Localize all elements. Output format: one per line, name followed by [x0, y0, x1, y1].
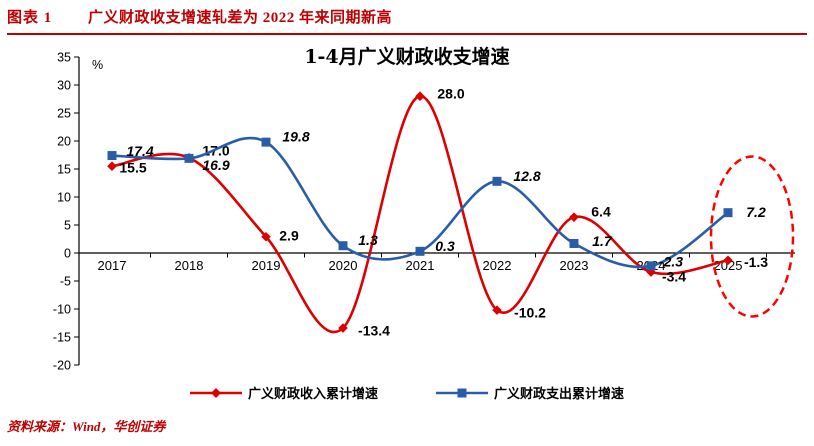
data-label: -2.3 [659, 253, 683, 269]
data-point [261, 231, 271, 242]
source-note: 资料来源：Wind，华创证券 [7, 419, 166, 434]
data-point [415, 246, 425, 256]
figure-header: 图表 1 广义财政收支增速轧差为 2022 年来同期新高 [7, 6, 807, 35]
y-axis-unit: % [92, 58, 103, 72]
x-tick-label: 2022 [483, 258, 512, 273]
figure-title: 广义财政收支增速轧差为 2022 年来同期新高 [88, 10, 393, 26]
legend-label-expenditure: 广义财政支出累计增速 [494, 386, 625, 401]
legend-label-revenue: 广义财政收入累计增速 [247, 386, 378, 401]
data-label: 2.9 [279, 227, 299, 243]
data-label: -13.4 [358, 323, 390, 339]
data-label: 16.9 [202, 157, 229, 173]
data-label: 1.7 [592, 233, 613, 249]
x-tick-label: 2018 [175, 258, 204, 273]
legend-item-revenue: 广义财政收入累计增速 [189, 383, 378, 402]
y-tick-label: 20 [57, 135, 71, 149]
data-point [646, 267, 656, 277]
data-point [492, 176, 502, 186]
data-label: 17.4 [126, 143, 153, 159]
chart-panel: 35 30 25 20 15 10 5 0 -5 -10 -15 -20% 2017 2018 2019 20… [0, 36, 814, 406]
y-tick-label: -5 [60, 275, 71, 289]
y-tick-label: -10 [53, 303, 71, 317]
chart-legend: 广义财政收入累计增速 广义财政支出累计增速 [0, 383, 814, 402]
data-label: 1.3 [358, 232, 378, 248]
y-tick-label: 10 [57, 191, 71, 205]
data-point [569, 212, 579, 222]
y-tick-label: 30 [57, 79, 71, 93]
revenue-line-diamond-icon [189, 387, 242, 398]
data-point [415, 91, 425, 101]
y-tick-label: 0 [64, 247, 71, 261]
data-label: 12.8 [513, 168, 540, 184]
x-tick-label: 2019 [252, 258, 281, 273]
x-tick-label: 2020 [329, 258, 358, 273]
highlight-ellipse [709, 155, 795, 318]
data-label: 7.2 [746, 204, 766, 220]
data-point [492, 305, 502, 315]
data-point [646, 261, 656, 271]
data-point [723, 255, 733, 266]
data-point [723, 208, 733, 218]
chart-title: 1-4月广义财政收支增速 [304, 46, 510, 68]
expenditure-line-square-icon [436, 388, 488, 397]
legend-item-expenditure: 广义财政支出累计增速 [436, 383, 624, 402]
data-label: 15.5 [119, 160, 146, 176]
data-label: 28.0 [437, 86, 464, 102]
data-point [107, 151, 117, 161]
y-tick-label: 5 [64, 219, 71, 233]
chart-canvas: 35 30 25 20 15 10 5 0 -5 -10 -15 -20% 2017 2018 2019 20… [53, 51, 795, 373]
data-label: -1.3 [744, 254, 768, 270]
y-tick-label: 35 [57, 51, 71, 65]
series-line-0 [111, 94, 729, 333]
y-tick-label: -20 [53, 359, 71, 373]
x-tick-label: 2023 [560, 258, 589, 273]
data-label: 0.3 [435, 238, 455, 254]
data-point [569, 238, 579, 248]
data-point [184, 153, 194, 163]
y-tick-label: 25 [57, 107, 71, 121]
figure-label: 图表 1 [7, 10, 53, 26]
data-point [338, 323, 348, 333]
x-tick-label: 2017 [98, 258, 127, 273]
y-tick-label: 15 [57, 163, 71, 177]
data-label: -3.4 [662, 269, 686, 285]
data-point [261, 137, 271, 147]
data-label: -10.2 [514, 305, 546, 321]
data-label: 19.8 [282, 129, 309, 145]
x-tick-label: 2021 [406, 258, 435, 273]
data-point [338, 241, 348, 251]
data-label: 6.4 [591, 204, 611, 220]
data-point [107, 161, 117, 171]
y-tick-label: -15 [53, 331, 71, 345]
